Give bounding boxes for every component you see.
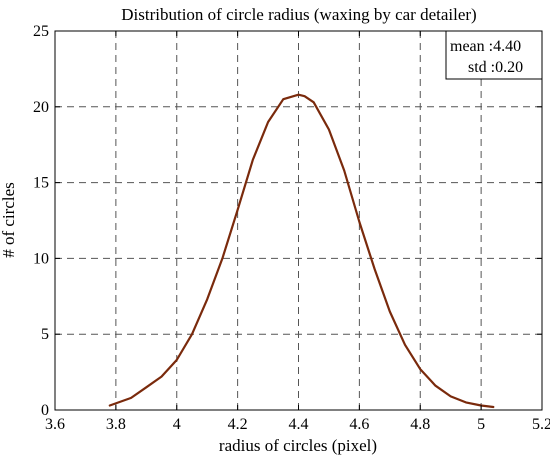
y-axis-label: # of circles bbox=[0, 182, 18, 258]
x-tick-label: 4.8 bbox=[410, 416, 430, 433]
y-tick-label: 15 bbox=[33, 175, 49, 192]
y-tick-label: 10 bbox=[33, 250, 49, 267]
y-tick-label: 20 bbox=[33, 99, 49, 116]
y-tick-label: 25 bbox=[33, 23, 49, 40]
x-axis-label: radius of circles (pixel) bbox=[219, 436, 377, 455]
chart-title: Distribution of circle radius (waxing by… bbox=[121, 5, 476, 24]
x-tick-label: 5.2 bbox=[532, 416, 550, 433]
x-tick-label: 4.2 bbox=[228, 416, 248, 433]
stats-box: mean :4.40 std :0.20 bbox=[446, 31, 542, 79]
stats-std-label: std :0.20 bbox=[468, 59, 523, 76]
y-tick-label: 5 bbox=[41, 326, 49, 343]
x-tick-label: 4 bbox=[173, 416, 181, 433]
x-tick-label: 4.6 bbox=[349, 416, 369, 433]
x-tick-label: 4.4 bbox=[289, 416, 309, 433]
x-tick-label: 5 bbox=[477, 416, 485, 433]
stats-mean-label: mean :4.40 bbox=[450, 38, 521, 55]
y-tick-label: 0 bbox=[41, 402, 49, 419]
x-tick-label: 3.8 bbox=[106, 416, 126, 433]
